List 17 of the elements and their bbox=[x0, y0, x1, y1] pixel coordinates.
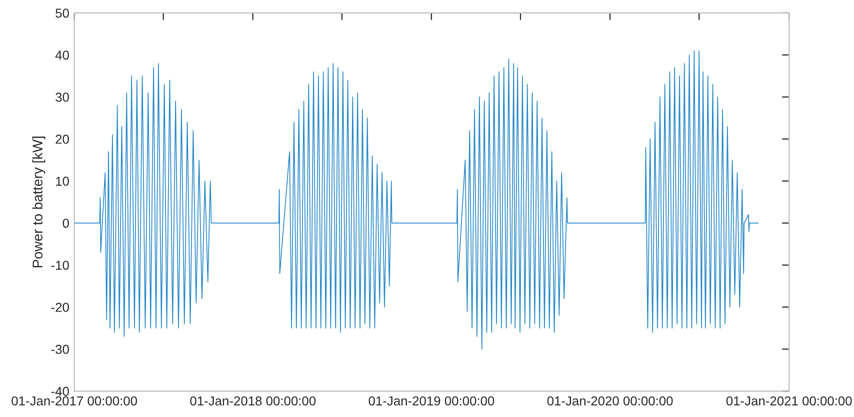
x-tick-label: 01-Jan-2019 00:00:00 bbox=[368, 396, 494, 406]
x-tick-label: 01-Jan-2021 00:00:00 bbox=[726, 396, 852, 406]
y-tick-label: 20 bbox=[56, 134, 69, 144]
y-tick-label: -30 bbox=[51, 344, 69, 354]
y-tick-label: -10 bbox=[51, 260, 69, 270]
y-tick-label: 10 bbox=[56, 176, 69, 186]
x-tick-label: 01-Jan-2018 00:00:00 bbox=[190, 396, 316, 406]
y-tick-label: -20 bbox=[51, 302, 69, 312]
y-axis-title: Power to battery [kW] bbox=[32, 136, 46, 268]
y-tick-label: 50 bbox=[56, 8, 69, 18]
line-series bbox=[74, 50, 759, 350]
y-tick-label: 0 bbox=[62, 218, 69, 228]
y-tick-label: 30 bbox=[56, 92, 69, 102]
x-tick-label: 01-Jan-2020 00:00:00 bbox=[547, 396, 673, 406]
y-tick-label: -40 bbox=[51, 386, 69, 396]
x-tick-label: 01-Jan-2017 00:00:00 bbox=[12, 396, 137, 406]
y-tick-label: 40 bbox=[55, 50, 69, 60]
